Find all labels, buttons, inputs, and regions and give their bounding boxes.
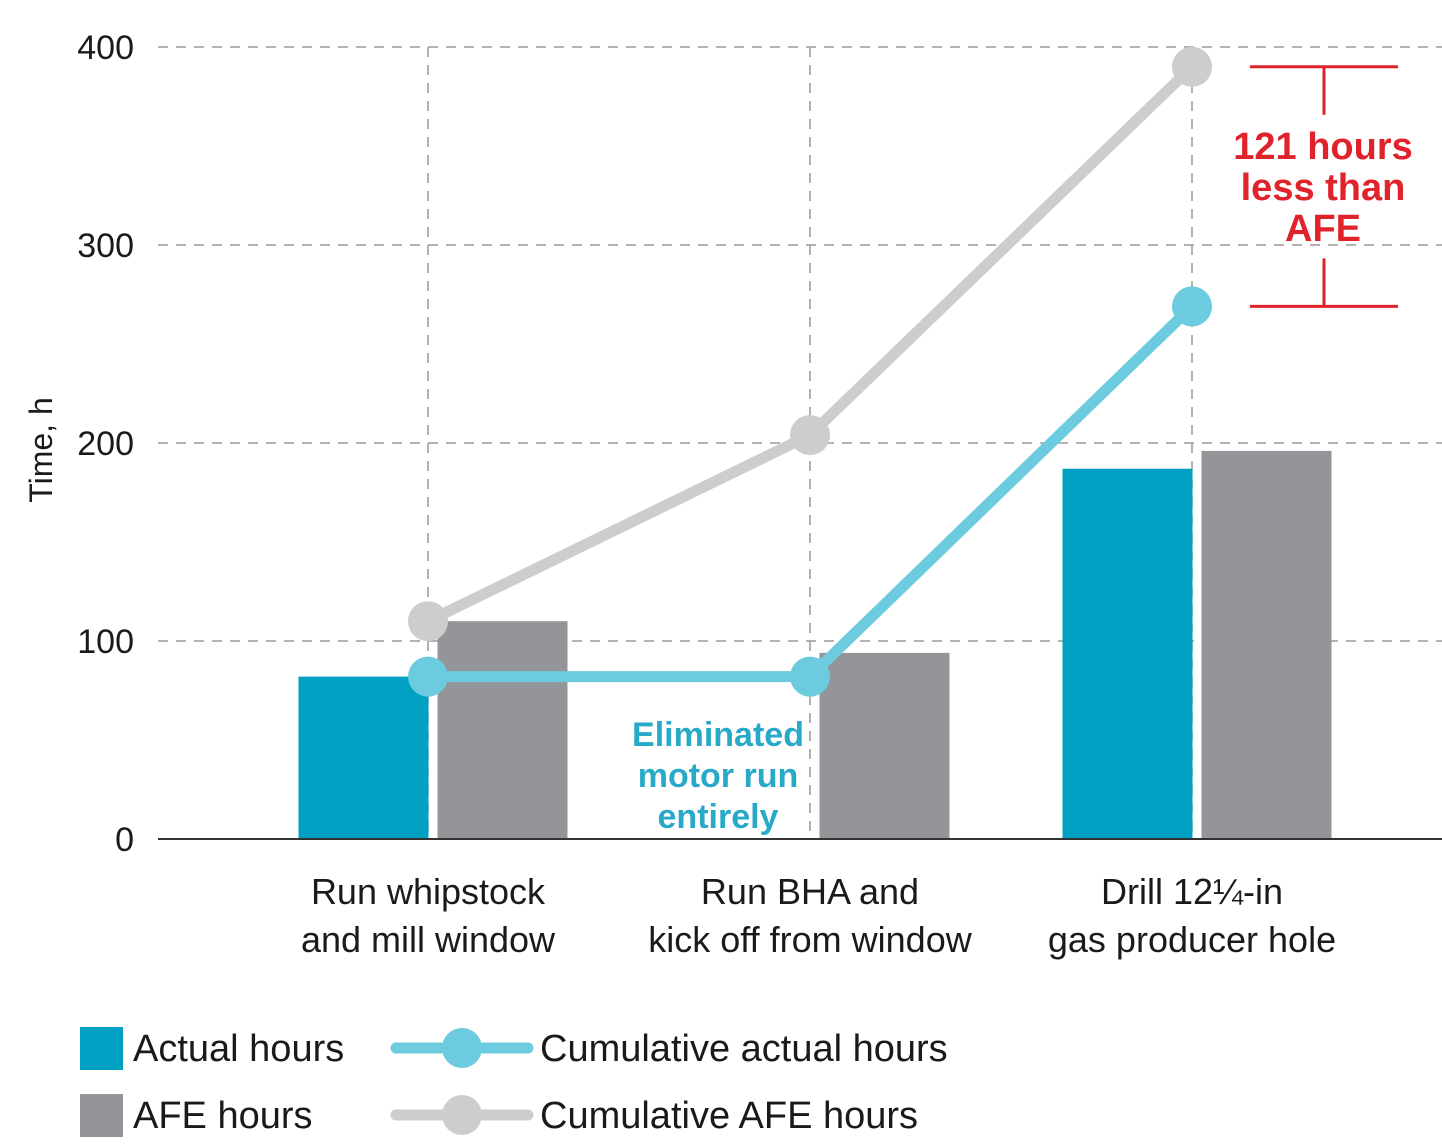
legend: Actual hours AFE hours Cumulative actual h… xyxy=(80,1027,948,1137)
cumulative-afe-point xyxy=(1172,46,1212,87)
x-tick-label: gas producer hole xyxy=(1048,919,1336,960)
y-tick-label: 200 xyxy=(77,425,134,463)
cumulative-lines xyxy=(408,46,1212,697)
difference-annotation-line: AFE xyxy=(1285,208,1361,250)
cumulative-actual-point xyxy=(1172,286,1212,327)
cumulative-afe-point xyxy=(408,601,448,642)
actual-hours-bar xyxy=(298,676,429,839)
difference-annotation-line: 121 hours xyxy=(1233,126,1413,168)
cumulative-actual-point xyxy=(408,656,448,697)
y-axis-label: Time, h xyxy=(23,397,59,503)
y-tick-label: 100 xyxy=(77,623,134,661)
x-tick-label: Run BHA and xyxy=(701,871,919,912)
x-axis-labels: Run whipstock and mill window Run BHA and k… xyxy=(301,871,1336,960)
afe-hours-bar xyxy=(819,652,950,839)
x-tick-label: kick off from window xyxy=(648,919,972,960)
bars xyxy=(298,450,1332,839)
y-tick-label: 400 xyxy=(77,29,134,67)
eliminated-annotation-line: entirely xyxy=(658,798,779,836)
eliminated-annotation-line: motor run xyxy=(638,757,799,795)
x-tick-label: Run whipstock xyxy=(311,871,546,912)
y-axis: 0 100 200 300 400 xyxy=(77,29,134,859)
legend-label-actual-hours: Actual hours xyxy=(133,1028,344,1070)
eliminated-annotation-line: Eliminated xyxy=(632,716,804,754)
x-tick-label: and mill window xyxy=(301,919,556,960)
y-tick-label: 0 xyxy=(115,821,134,859)
legend-marker-cumulative-afe xyxy=(442,1095,482,1135)
y-tick-label: 300 xyxy=(77,227,134,265)
difference-annotation-line: less than xyxy=(1241,167,1406,209)
x-tick-label: Drill 12¼-in xyxy=(1101,871,1283,912)
cumulative-afe-point xyxy=(790,415,830,456)
afe-hours-bar xyxy=(1201,450,1332,839)
afe-hours-bar xyxy=(437,621,568,839)
actual-hours-bar xyxy=(1062,468,1193,839)
legend-label-cumulative-actual: Cumulative actual hours xyxy=(540,1028,948,1070)
cumulative-actual-point xyxy=(790,656,830,697)
legend-swatch-afe-hours xyxy=(80,1094,123,1137)
legend-label-cumulative-afe: Cumulative AFE hours xyxy=(540,1095,918,1137)
legend-swatch-actual-hours xyxy=(80,1027,123,1070)
legend-marker-cumulative-actual xyxy=(442,1028,482,1068)
legend-label-afe-hours: AFE hours xyxy=(133,1095,313,1137)
